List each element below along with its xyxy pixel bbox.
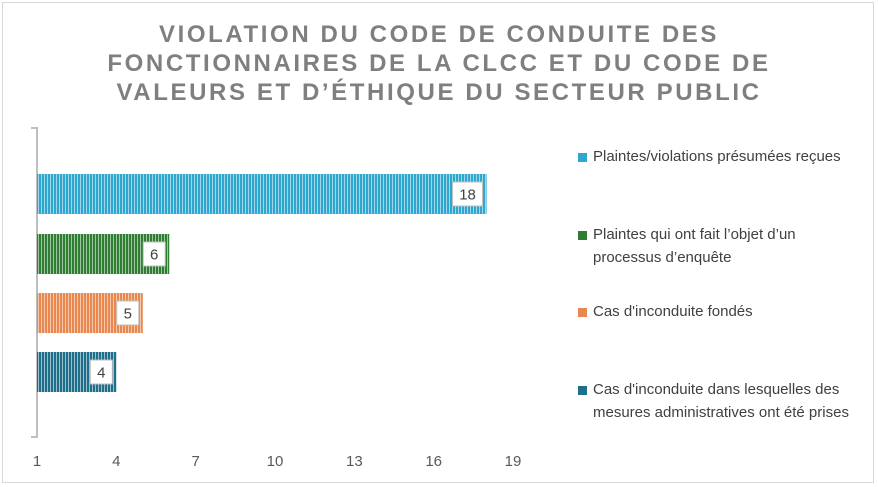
bar-texture — [37, 174, 487, 214]
x-tick-label: 7 — [191, 453, 199, 470]
legend-label: Plaintes/violations présumées reçues — [593, 148, 841, 165]
x-tick-label: 4 — [112, 453, 120, 470]
legend-swatch — [578, 386, 587, 395]
legend-swatch — [578, 231, 587, 240]
data-label: 5 — [124, 306, 132, 323]
data-label-box — [116, 300, 140, 326]
legend-swatch — [578, 153, 587, 162]
x-tick-label: 13 — [346, 453, 363, 470]
data-label: 4 — [97, 365, 105, 382]
data-label-box — [452, 181, 484, 207]
data-label: 6 — [150, 247, 158, 264]
data-label-box — [89, 359, 113, 385]
x-tick-label: 1 — [33, 453, 41, 470]
bar-group: 4 — [37, 352, 117, 392]
x-tick-label: 19 — [505, 453, 522, 470]
legend-swatch — [578, 308, 587, 317]
bar-group: 5 — [37, 293, 143, 333]
x-tick-label: 10 — [267, 453, 284, 470]
data-label: 18 — [459, 187, 476, 204]
bar-group: 6 — [37, 234, 170, 274]
legend-label: Cas d'inconduite dans lesquelles des mes… — [593, 381, 849, 421]
data-label-box — [142, 241, 166, 267]
category-axis-line — [31, 127, 38, 438]
legend-label: Plaintes qui ont fait l’objet d’un proce… — [593, 226, 796, 266]
bar-group: 18 — [37, 174, 487, 214]
chart-title: VIOLATION DU CODE DE CONDUITE DES FONCTI… — [107, 21, 771, 106]
legend-label: Cas d'inconduite fondés — [593, 303, 753, 320]
x-tick-label: 16 — [425, 453, 442, 470]
